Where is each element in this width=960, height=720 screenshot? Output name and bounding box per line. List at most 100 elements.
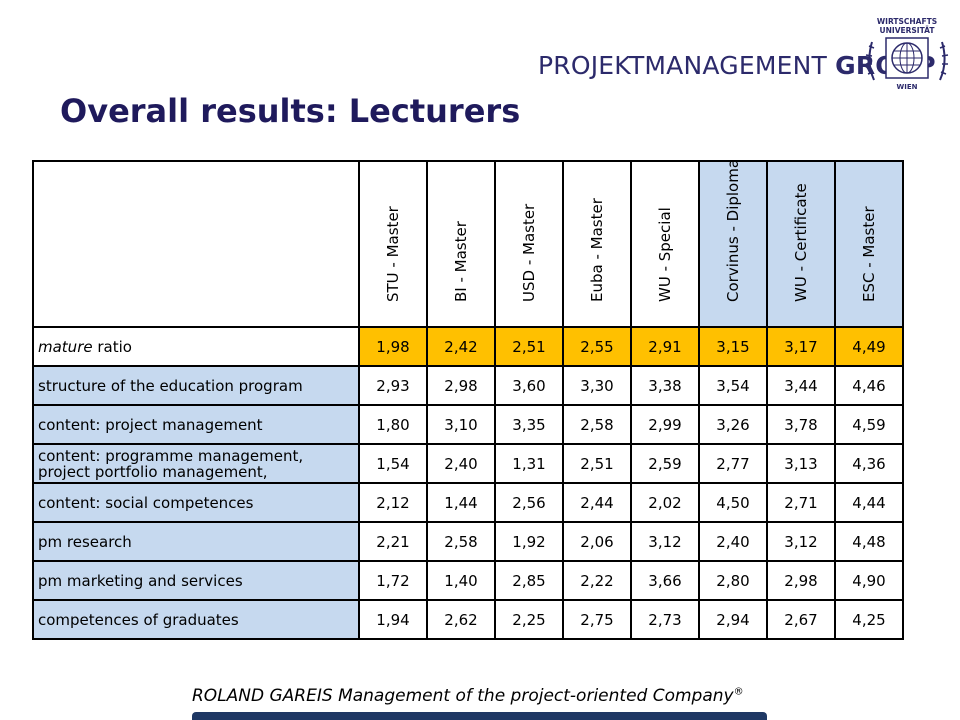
seal-text-top: WIRTSCHAFTS bbox=[877, 17, 937, 26]
table-cell: 4,59 bbox=[834, 404, 904, 445]
table-cell: 3,17 bbox=[766, 326, 836, 367]
table-cell: 1,72 bbox=[358, 560, 428, 601]
page-title: Overall results: Lecturers bbox=[60, 92, 521, 130]
row-label: content: social competences bbox=[32, 482, 360, 523]
table-cell: 2,73 bbox=[630, 599, 700, 640]
column-header: USD - Master bbox=[494, 160, 564, 328]
table-cell: 3,12 bbox=[630, 521, 700, 562]
row-label-line-1: content: programme management, bbox=[38, 446, 304, 465]
table-cell: 2,75 bbox=[562, 599, 632, 640]
footer-bar bbox=[192, 712, 767, 720]
table-cell: 2,59 bbox=[630, 443, 700, 484]
table-corner-cell bbox=[32, 160, 360, 328]
table-cell: 2,99 bbox=[630, 404, 700, 445]
table-cell: 3,30 bbox=[562, 365, 632, 406]
table-cell: 2,98 bbox=[426, 365, 496, 406]
column-header: WU - Certificate bbox=[766, 160, 836, 328]
table-cell: 3,35 bbox=[494, 404, 564, 445]
table-cell: 1,94 bbox=[358, 599, 428, 640]
row-label-rest: ratio bbox=[92, 337, 132, 356]
table-row: content: programme management, project po… bbox=[32, 443, 904, 484]
column-label: Euba - Master bbox=[588, 198, 606, 302]
table-cell: 2,42 bbox=[426, 326, 496, 367]
column-header: Corvinus - Diploma bbox=[698, 158, 768, 328]
table-cell: 4,90 bbox=[834, 560, 904, 601]
table-row: pm research 2,21 2,58 1,92 2,06 3,12 2,4… bbox=[32, 521, 904, 562]
table-cell: 2,40 bbox=[426, 443, 496, 484]
table-cell: 4,36 bbox=[834, 443, 904, 484]
table-cell: 1,44 bbox=[426, 482, 496, 523]
column-label: WU - Special bbox=[656, 207, 674, 302]
table-cell: 4,49 bbox=[834, 326, 904, 367]
mature-ratio-row: mature ratio 1,98 2,42 2,51 2,55 2,91 3,… bbox=[32, 326, 904, 367]
table-row: structure of the education program 2,93 … bbox=[32, 365, 904, 406]
footer-label: ROLAND GAREIS Management of the project-… bbox=[192, 686, 734, 706]
table-row: content: social competences 2,12 1,44 2,… bbox=[32, 482, 904, 523]
table-cell: 2,12 bbox=[358, 482, 428, 523]
table-cell: 4,46 bbox=[834, 365, 904, 406]
table-cell: 2,93 bbox=[358, 365, 428, 406]
table-cell: 3,44 bbox=[766, 365, 836, 406]
row-label: mature ratio bbox=[32, 326, 360, 367]
table-cell: 2,44 bbox=[562, 482, 632, 523]
table-cell: 2,02 bbox=[630, 482, 700, 523]
table-cell: 2,58 bbox=[562, 404, 632, 445]
table-cell: 4,25 bbox=[834, 599, 904, 640]
results-table: STU - Master BI - Master USD - Master Eu… bbox=[32, 158, 904, 640]
table-cell: 3,66 bbox=[630, 560, 700, 601]
table-cell: 1,92 bbox=[494, 521, 564, 562]
table-row: pm marketing and services 1,72 1,40 2,85… bbox=[32, 560, 904, 601]
table-cell: 3,10 bbox=[426, 404, 496, 445]
table-cell: 2,22 bbox=[562, 560, 632, 601]
row-label: content: project management bbox=[32, 404, 360, 445]
table-cell: 2,98 bbox=[766, 560, 836, 601]
table-cell: 2,77 bbox=[698, 443, 768, 484]
row-label: pm research bbox=[32, 521, 360, 562]
table-cell: 2,62 bbox=[426, 599, 496, 640]
row-label: pm marketing and services bbox=[32, 560, 360, 601]
table-cell: 2,25 bbox=[494, 599, 564, 640]
table-cell: 3,60 bbox=[494, 365, 564, 406]
column-header: Euba - Master bbox=[562, 160, 632, 328]
table-cell: 2,80 bbox=[698, 560, 768, 601]
row-label: structure of the education program bbox=[32, 365, 360, 406]
column-label: USD - Master bbox=[520, 203, 538, 302]
table-cell: 2,55 bbox=[562, 326, 632, 367]
table-cell: 3,38 bbox=[630, 365, 700, 406]
table-cell: 4,44 bbox=[834, 482, 904, 523]
row-label: content: programme management, project po… bbox=[32, 443, 360, 484]
seal-text-bottom: WIEN bbox=[897, 83, 918, 91]
table-cell: 2,85 bbox=[494, 560, 564, 601]
table-cell: 3,54 bbox=[698, 365, 768, 406]
registered-mark: ® bbox=[733, 686, 744, 698]
table-cell: 3,78 bbox=[766, 404, 836, 445]
table-cell: 2,21 bbox=[358, 521, 428, 562]
column-header: STU - Master bbox=[358, 160, 428, 328]
table-cell: 1,98 bbox=[358, 326, 428, 367]
table-cell: 2,06 bbox=[562, 521, 632, 562]
column-label: STU - Master bbox=[384, 206, 402, 302]
column-label: ESC - Master bbox=[860, 206, 878, 302]
column-header: ESC - Master bbox=[834, 160, 904, 328]
table-cell: 2,51 bbox=[494, 326, 564, 367]
table-cell: 4,50 bbox=[698, 482, 768, 523]
seal-text-mid: UNIVERSITÄT bbox=[880, 26, 936, 35]
column-label: BI - Master bbox=[452, 221, 470, 302]
table-cell: 1,31 bbox=[494, 443, 564, 484]
table-cell: 1,80 bbox=[358, 404, 428, 445]
column-label: Corvinus - Diploma bbox=[724, 158, 742, 302]
table-cell: 2,51 bbox=[562, 443, 632, 484]
table-cell: 2,67 bbox=[766, 599, 836, 640]
table-cell: 3,15 bbox=[698, 326, 768, 367]
column-header: WU - Special bbox=[630, 160, 700, 328]
table-cell: 2,58 bbox=[426, 521, 496, 562]
table-cell: 4,48 bbox=[834, 521, 904, 562]
row-label-italic: mature bbox=[38, 337, 93, 356]
table-row: competences of graduates 1,94 2,62 2,25 … bbox=[32, 599, 904, 640]
table-cell: 1,54 bbox=[358, 443, 428, 484]
table-cell: 2,40 bbox=[698, 521, 768, 562]
table-row: content: project management 1,80 3,10 3,… bbox=[32, 404, 904, 445]
header-row: STU - Master BI - Master USD - Master Eu… bbox=[32, 158, 904, 328]
column-label: WU - Certificate bbox=[792, 183, 810, 302]
table-cell: 2,94 bbox=[698, 599, 768, 640]
